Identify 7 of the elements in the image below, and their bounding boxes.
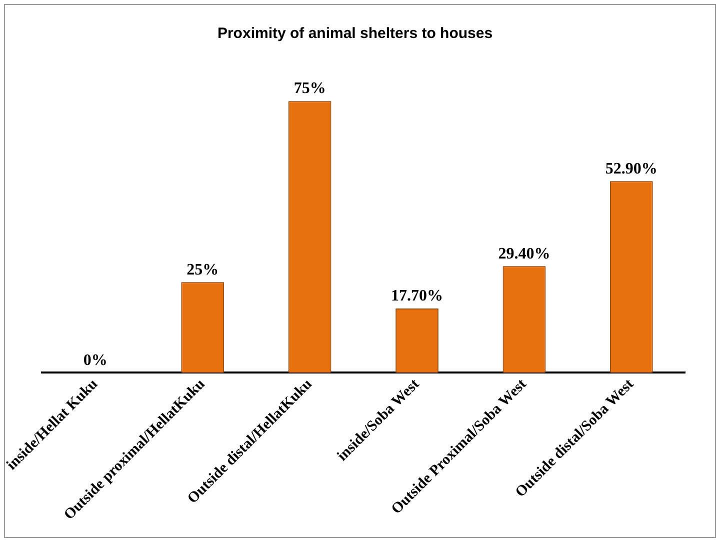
data-label: 75% — [294, 80, 326, 98]
data-label: 0% — [83, 352, 108, 369]
data-label: 52.90% — [605, 160, 658, 178]
data-label: 25% — [186, 261, 219, 278]
data-label: 17.70% — [391, 288, 444, 305]
data-label: 29.40% — [498, 245, 550, 262]
chart-title: Proximity of animal shelters to houses — [217, 25, 493, 42]
